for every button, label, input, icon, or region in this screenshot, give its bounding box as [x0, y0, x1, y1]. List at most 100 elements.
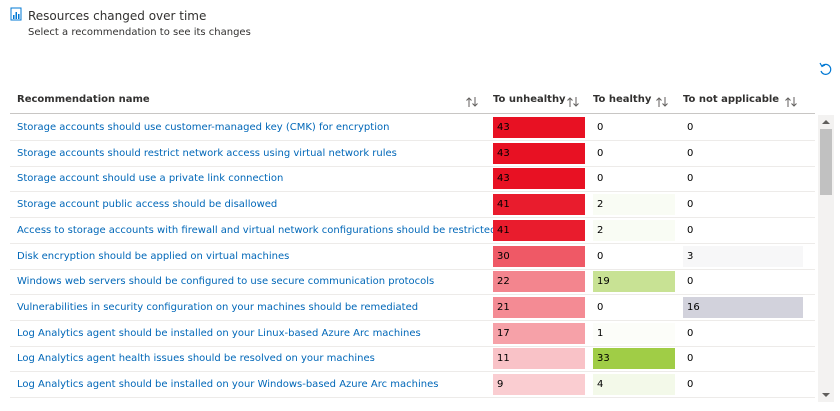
subtitle: Select a recommendation to see its chang… — [28, 27, 251, 38]
heat-cell: 16 — [683, 296, 803, 318]
sort-icon[interactable] — [465, 93, 479, 107]
cell-value: 0 — [687, 199, 694, 211]
table-row[interactable]: Vulnerabilities in security configuratio… — [10, 295, 815, 321]
cell-value: 0 — [687, 147, 694, 159]
heat-cell: 43 — [493, 117, 585, 138]
cell-value: 33 — [597, 353, 610, 365]
cell-value: 0 — [687, 353, 694, 365]
cell-value: 0 — [687, 379, 694, 390]
heat-cell: 1 — [593, 322, 675, 344]
recommendation-link[interactable]: Storage account public access should be … — [17, 199, 278, 211]
cell-value: 0 — [597, 250, 604, 262]
heat-cell: 0 — [593, 117, 675, 138]
column-header[interactable]: Recommendation name — [17, 94, 150, 105]
recommendation-link[interactable]: Log Analytics agent health issues should… — [17, 353, 375, 365]
heat-cell: 2 — [593, 219, 675, 241]
heat-cell: 3 — [683, 245, 803, 267]
cell-value: 9 — [497, 379, 504, 390]
heat-cell: 43 — [493, 142, 585, 164]
heat-cell: 33 — [593, 348, 675, 370]
cell-value: 17 — [497, 327, 510, 339]
heat-cell: 0 — [593, 143, 675, 164]
recommendation-link[interactable]: Log Analytics agent should be installed … — [17, 327, 421, 339]
column-header[interactable]: To unhealthy — [493, 94, 566, 105]
cell-value: 11 — [497, 353, 510, 365]
heat-cell: 11 — [493, 348, 585, 370]
recommendation-link[interactable]: Storage account should use a private lin… — [17, 173, 284, 185]
scrollbar[interactable] — [818, 115, 834, 402]
cell-value: 0 — [687, 276, 694, 288]
table-row[interactable]: Windows web servers should be configured… — [10, 269, 815, 296]
cell-value: 0 — [597, 122, 604, 133]
table-row[interactable]: Storage accounts should restrict network… — [10, 141, 815, 167]
cell-value: 16 — [687, 301, 700, 313]
heat-cell: 0 — [593, 168, 675, 189]
cell-value: 4 — [597, 379, 604, 390]
heat-cell: 0 — [683, 220, 803, 241]
recommendation-link[interactable]: Log Analytics agent should be installed … — [17, 379, 439, 390]
cell-value: 0 — [597, 147, 604, 159]
heat-cell: 22 — [493, 271, 585, 293]
cell-value: 30 — [497, 250, 510, 262]
heat-cell: 19 — [593, 271, 675, 293]
table-row[interactable]: Disk encryption should be applied on vir… — [10, 244, 815, 270]
heat-cell: 0 — [683, 168, 803, 189]
header-divider — [10, 113, 815, 114]
cell-value: 0 — [687, 122, 694, 133]
recommendation-link[interactable]: Storage accounts should use customer-man… — [17, 122, 390, 133]
cell-value: 21 — [497, 301, 510, 313]
heat-cell: 17 — [493, 322, 585, 344]
cell-value: 41 — [497, 224, 510, 236]
sort-icon[interactable] — [784, 93, 798, 107]
table-row[interactable]: Log Analytics agent health issues should… — [10, 346, 815, 373]
cell-value: 0 — [597, 301, 604, 313]
table-row[interactable]: Access to storage accounts with firewall… — [10, 218, 815, 244]
sort-icon[interactable] — [655, 93, 669, 107]
table-row[interactable]: Storage account should use a private lin… — [10, 166, 815, 193]
heat-cell: 21 — [493, 296, 585, 318]
sort-icon[interactable] — [566, 93, 580, 107]
cell-value: 3 — [687, 250, 694, 262]
scroll-down[interactable] — [821, 391, 831, 399]
heat-cell: 2 — [593, 194, 675, 216]
cell-value: 0 — [687, 327, 694, 339]
recommendation-link[interactable]: Disk encryption should be applied on vir… — [17, 250, 290, 262]
heat-cell: 0 — [593, 297, 675, 318]
cell-value: 1 — [597, 327, 604, 339]
recommendation-link[interactable]: Access to storage accounts with firewall… — [17, 224, 497, 236]
cell-value: 19 — [597, 276, 610, 288]
cell-value: 0 — [597, 173, 604, 185]
heat-cell: 9 — [493, 374, 585, 395]
column-header[interactable]: To not applicable — [683, 94, 780, 105]
table-row[interactable]: Storage accounts should use customer-man… — [10, 115, 815, 141]
chart-icon — [10, 7, 22, 21]
cell-value: 0 — [687, 224, 694, 236]
heat-cell: 0 — [683, 271, 803, 292]
table-row[interactable]: Log Analytics agent should be installed … — [10, 372, 815, 398]
title: Resources changed over time — [28, 9, 207, 23]
heat-cell: 43 — [493, 168, 585, 190]
heat-cell: 0 — [683, 348, 803, 369]
heat-cell: 0 — [683, 194, 803, 215]
cell-value: 2 — [597, 224, 604, 236]
heat-cell: 0 — [593, 246, 675, 267]
cell-value: 0 — [687, 173, 694, 185]
heat-cell: 0 — [683, 374, 803, 395]
table-row[interactable]: Storage account public access should be … — [10, 192, 815, 219]
cell-value: 43 — [497, 173, 510, 185]
table-row[interactable]: Log Analytics agent should be installed … — [10, 321, 815, 347]
scroll-thumb[interactable] — [820, 129, 832, 195]
heat-cell: 0 — [683, 323, 803, 344]
heat-cell: 4 — [593, 374, 675, 395]
cell-value: 43 — [497, 147, 510, 159]
scroll-up[interactable] — [821, 118, 831, 126]
column-header[interactable]: To healthy — [593, 94, 652, 105]
cell-value: 2 — [597, 199, 604, 211]
recommendation-link[interactable]: Vulnerabilities in security configuratio… — [17, 301, 419, 313]
refresh-button[interactable] — [818, 62, 832, 76]
recommendation-link[interactable]: Windows web servers should be configured… — [17, 276, 435, 288]
recommendation-link[interactable]: Storage accounts should restrict network… — [17, 147, 397, 159]
cell-value: 22 — [497, 276, 510, 288]
